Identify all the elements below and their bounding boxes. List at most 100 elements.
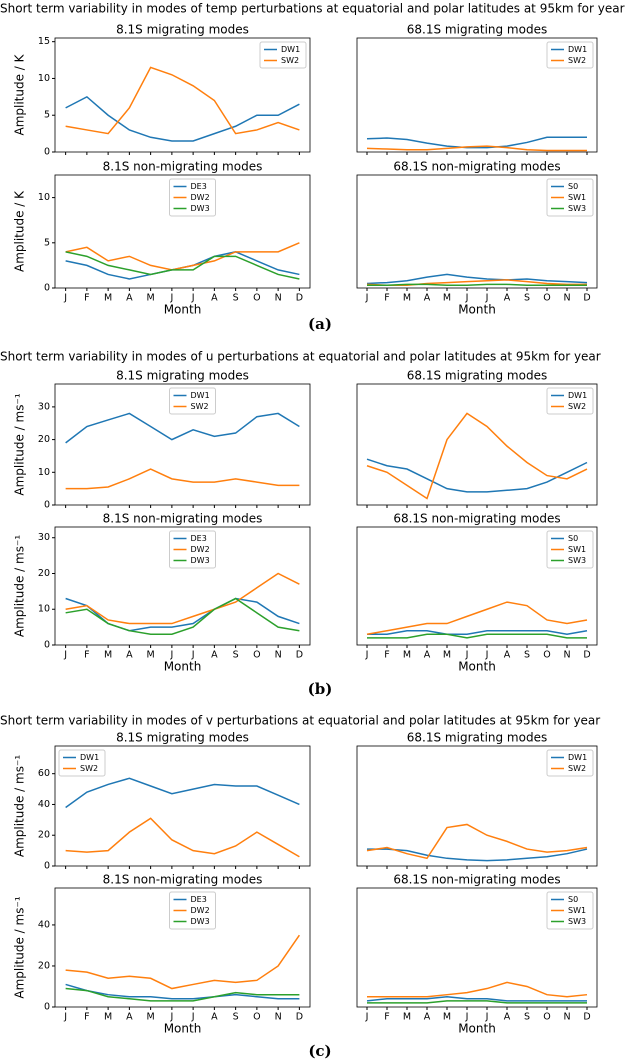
legend-label: SW1: [568, 906, 586, 915]
x-tick-label: M: [443, 650, 451, 661]
x-tick-label: M: [403, 650, 411, 661]
x-tick-label: D: [583, 1012, 590, 1023]
x-tick-label: N: [563, 650, 570, 661]
x-tick-label: J: [191, 650, 195, 661]
x-tick-label: N: [275, 293, 282, 304]
x-tick-label: J: [465, 293, 469, 304]
x-tick-label: J: [465, 1012, 469, 1023]
x-tick-label: A: [504, 650, 511, 661]
panel-title: Short term variability in modes of temp …: [0, 2, 625, 16]
x-tick-label: F: [384, 650, 389, 661]
y-tick-label: 0: [44, 1002, 50, 1013]
x-tick-label: M: [147, 650, 155, 661]
y-tick-label: 0: [44, 861, 50, 872]
legend-label: DW2: [191, 906, 210, 915]
legend-label: SW1: [568, 545, 586, 554]
plot-frame: [54, 887, 311, 1008]
legend-label: DW2: [191, 193, 210, 202]
chart-title: 68.1S non-migrating modes: [393, 873, 560, 887]
y-tick-label: 0: [44, 500, 50, 511]
series-line: [366, 823, 588, 860]
series-line: [366, 458, 588, 493]
panel-title: Short term variability in modes of u per…: [0, 350, 601, 364]
chart-title: 68.1S migrating modes: [407, 369, 547, 383]
chart-title: 8.1S non-migrating modes: [103, 873, 263, 887]
y-tick-label: 5: [44, 237, 50, 248]
legend-label: DW1: [568, 391, 587, 400]
x-tick-label: A: [424, 1012, 431, 1023]
chart-title: 8.1S migrating modes: [116, 369, 249, 383]
x-tick-label: J: [63, 293, 67, 304]
legend-box: [169, 530, 216, 569]
x-tick-label: J: [169, 293, 173, 304]
y-tick-label: 10: [38, 467, 50, 478]
chart-title: 8.1S non-migrating modes: [103, 512, 263, 526]
x-tick-label: O: [543, 293, 550, 304]
y-axis-label: Amplitude / ms⁻¹: [13, 535, 27, 637]
legend-label: DW1: [191, 391, 210, 400]
legend-label: DW3: [191, 556, 210, 565]
legend-label: DW1: [568, 753, 587, 762]
y-tick-label: 30: [38, 532, 50, 543]
legend-label: DW1: [281, 45, 300, 54]
x-tick-label: A: [126, 1012, 133, 1023]
legend-label: DE3: [191, 895, 207, 904]
y-tick-label: 60: [38, 768, 50, 779]
x-tick-label: A: [211, 1012, 218, 1023]
x-tick-label: A: [504, 1012, 511, 1023]
x-tick-label: F: [84, 650, 89, 661]
legend-label: SW2: [191, 402, 209, 411]
legend-label: SW2: [568, 764, 586, 773]
legend-label: SW2: [568, 56, 586, 65]
x-tick-label: J: [191, 1012, 195, 1023]
legend-label: S0: [568, 534, 578, 543]
y-tick-label: 0: [44, 147, 50, 158]
plot-area: [366, 823, 588, 862]
x-axis-label: Month: [458, 303, 496, 317]
plot-area: [65, 412, 300, 490]
panel-title: Short term variability in modes of v per…: [0, 714, 600, 728]
y-tick-label: 40: [38, 799, 50, 810]
x-tick-label: A: [211, 293, 218, 304]
plot-area: [366, 981, 588, 1004]
legend-box: [259, 41, 307, 69]
chart-title: 68.1S migrating modes: [407, 23, 547, 37]
plot-area: [65, 242, 300, 280]
y-tick-label: 10: [38, 192, 50, 203]
plot-area: [65, 572, 300, 636]
series-line: [65, 66, 300, 135]
x-tick-label: S: [233, 650, 239, 661]
series-line: [65, 777, 300, 809]
series-line: [65, 597, 300, 636]
legend-box: [169, 387, 216, 415]
x-tick-label: O: [253, 650, 260, 661]
chart-title: 8.1S migrating modes: [116, 731, 249, 745]
x-tick-label: D: [296, 1012, 303, 1023]
x-tick-label: M: [104, 293, 112, 304]
x-tick-label: F: [384, 293, 389, 304]
series-line: [366, 601, 588, 636]
plot-frame: [54, 383, 311, 506]
y-tick-label: 0: [44, 283, 50, 294]
x-tick-label: N: [275, 650, 282, 661]
x-tick-label: A: [424, 650, 431, 661]
series-line: [366, 412, 588, 500]
x-tick-label: S: [233, 1012, 239, 1023]
series-line: [366, 995, 587, 1002]
series-line: [65, 412, 300, 444]
plot-area: [65, 66, 300, 142]
legend-label: SW2: [80, 764, 98, 773]
y-tick-label: 30: [38, 401, 50, 412]
x-tick-label: F: [384, 1012, 389, 1023]
x-tick-label: M: [104, 1012, 112, 1023]
x-tick-label: S: [524, 293, 530, 304]
legend-box: [169, 178, 216, 217]
x-tick-label: J: [169, 650, 173, 661]
series-line: [366, 136, 587, 149]
chart-title: 8.1S non-migrating modes: [103, 160, 263, 174]
x-tick-label: S: [524, 650, 530, 661]
plot-frame: [356, 887, 598, 1008]
x-tick-label: A: [211, 650, 218, 661]
legend-label: DW3: [191, 204, 210, 213]
